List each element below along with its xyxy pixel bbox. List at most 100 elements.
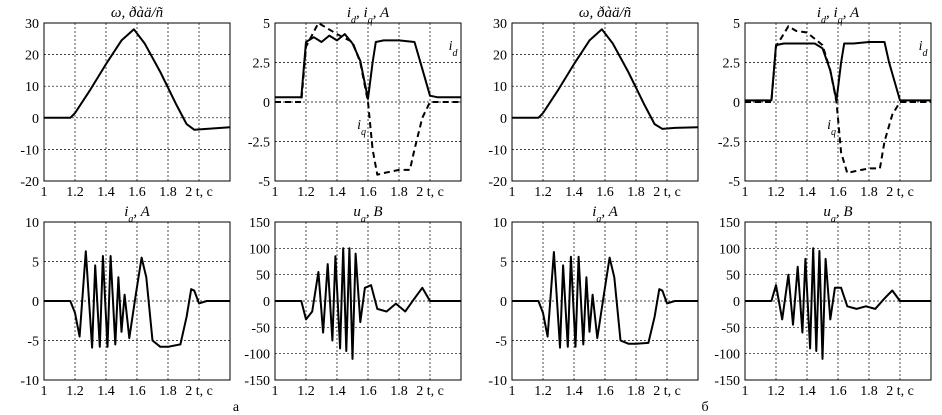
- y-tick-label: -10: [488, 374, 507, 389]
- y-tick-label: -100: [714, 348, 740, 363]
- y-tick-label: 0: [32, 295, 39, 310]
- plot-frame: [511, 22, 699, 182]
- x-tick-label: 1.8: [159, 384, 177, 399]
- y-tick-label: -10: [488, 143, 507, 158]
- y-tick-label: 10: [493, 216, 507, 231]
- x-tick-label: 1.6: [128, 384, 146, 399]
- y-tick-label: 10: [493, 80, 507, 95]
- x-tick-label: 1: [742, 185, 749, 200]
- y-tick-label: -50: [251, 321, 270, 336]
- y-tick-label: -2.5: [718, 136, 740, 151]
- x-tick-label: 2 t, c: [886, 185, 914, 200]
- x-tick-label: 1.8: [627, 185, 645, 200]
- y-tick-label: 5: [500, 256, 507, 271]
- x-tick-label: 2 t, c: [185, 185, 213, 200]
- y-tick-label: -20: [20, 175, 39, 190]
- x-tick-label: 1: [272, 384, 279, 399]
- y-tick-label: 5: [32, 256, 39, 271]
- x-tick-label: 1.4: [328, 185, 346, 200]
- x-tick-label: 1.6: [596, 384, 614, 399]
- x-tick-label: 2 t, c: [416, 384, 444, 399]
- x-tick-label: 1.2: [66, 384, 84, 399]
- chart-title: id, iq, A: [347, 5, 390, 26]
- chart-b-idq: 1 1.2 1.4 1.6 1.8 2 t, c -5 -2.5 0 2.5 5 id, iq, A i…: [718, 5, 932, 200]
- y-tick-label: 0: [500, 295, 507, 310]
- y-tick-label: -100: [244, 348, 270, 363]
- x-tick-label: 1.8: [860, 185, 878, 200]
- y-tick-label: 30: [25, 17, 39, 32]
- y-tick-label: -50: [721, 321, 740, 336]
- x-tick-label: 1.6: [359, 384, 377, 399]
- chart-title: ua, B: [353, 204, 382, 225]
- series-line-id: [275, 33, 461, 100]
- annotation-label: id: [449, 39, 459, 59]
- y-tick-label: -5: [495, 335, 507, 350]
- y-tick-label: 150: [719, 216, 740, 231]
- x-tick-label: 2 t, c: [653, 185, 681, 200]
- series-line-main: [512, 28, 699, 130]
- y-tick-label: 2.5: [253, 57, 271, 72]
- x-tick-label: 1.2: [297, 384, 315, 399]
- x-tick-label: 1: [41, 185, 48, 200]
- y-tick-label: 50: [726, 269, 740, 284]
- y-tick-label: -150: [244, 374, 270, 389]
- y-tick-label: -150: [714, 374, 740, 389]
- chart-a-ua: 1 1.2 1.4 1.6 1.8 2 t, c -150 -100 -50 0 50 100 150 u…: [244, 204, 462, 399]
- chart-a-ia: 1 1.2 1.4 1.6 1.8 2 t, c -10 -5 0 5 10 ia, A: [20, 204, 231, 399]
- chart-title: id, iq, A: [817, 5, 860, 26]
- x-tick-label: 2 t, c: [886, 384, 914, 399]
- x-tick-label: 1.4: [97, 384, 115, 399]
- x-tick-label: 1.2: [534, 185, 552, 200]
- caption-b: б: [701, 400, 708, 415]
- chart-b-ua: 1 1.2 1.4 1.6 1.8 2 t, c -150 -100 -50 0 50 100 150 u…: [714, 204, 932, 399]
- y-tick-label: 2.5: [723, 57, 741, 72]
- y-tick-label: -5: [728, 175, 740, 190]
- series-line-main: [275, 247, 461, 360]
- series-line-main: [44, 250, 230, 349]
- x-tick-label: 1.8: [627, 384, 645, 399]
- y-tick-label: -5: [258, 175, 270, 190]
- x-tick-label: 1: [41, 384, 48, 399]
- x-tick-label: 1.4: [565, 185, 583, 200]
- x-tick-label: 1.2: [66, 185, 84, 200]
- x-tick-label: 1.6: [596, 185, 614, 200]
- y-tick-label: 100: [719, 242, 740, 257]
- x-tick-label: 1.4: [328, 384, 346, 399]
- y-tick-label: 0: [263, 295, 270, 310]
- x-tick-label: 1: [742, 384, 749, 399]
- x-tick-label: 1.2: [767, 384, 785, 399]
- series-line-main: [745, 247, 931, 360]
- x-tick-label: 1.8: [159, 185, 177, 200]
- x-tick-label: 2 t, c: [185, 384, 213, 399]
- x-tick-label: 1.4: [798, 384, 816, 399]
- x-tick-label: 1.8: [860, 384, 878, 399]
- annotation-label: iq: [827, 118, 836, 138]
- plot-frame: [43, 22, 231, 182]
- chart-title: ua, B: [823, 204, 852, 225]
- chart-title: ia, A: [592, 204, 618, 225]
- x-tick-label: 1.6: [359, 185, 377, 200]
- y-tick-label: 10: [25, 216, 39, 231]
- chart-a-omega: 1 1.2 1.4 1.6 1.8 2 t, c -20 -10 0 10 20 30 ω, ðàä/ñ: [20, 5, 231, 200]
- series-line-main: [44, 28, 231, 131]
- annotation-label: id: [919, 39, 929, 59]
- y-tick-label: 0: [733, 295, 740, 310]
- y-tick-label: 50: [256, 269, 270, 284]
- y-tick-label: -5: [27, 335, 39, 350]
- x-tick-label: 1.6: [829, 185, 847, 200]
- x-tick-label: 2 t, c: [416, 185, 444, 200]
- series-line-iq: [745, 25, 931, 175]
- x-tick-label: 1: [272, 185, 279, 200]
- chart-title: ω, ðàä/ñ: [579, 5, 632, 21]
- y-tick-label: -2.5: [248, 136, 270, 151]
- y-tick-label: 0: [500, 112, 507, 127]
- x-tick-label: 1.2: [297, 185, 315, 200]
- y-tick-label: 0: [32, 112, 39, 127]
- chart-a-idq: 1 1.2 1.4 1.6 1.8 2 t, c -5 -2.5 0 2.5 5 id, iq, A i…: [248, 5, 462, 200]
- caption-a: а: [233, 400, 240, 415]
- x-tick-label: 1.8: [390, 384, 408, 399]
- x-tick-label: 1.2: [767, 185, 785, 200]
- y-tick-label: 5: [733, 17, 740, 32]
